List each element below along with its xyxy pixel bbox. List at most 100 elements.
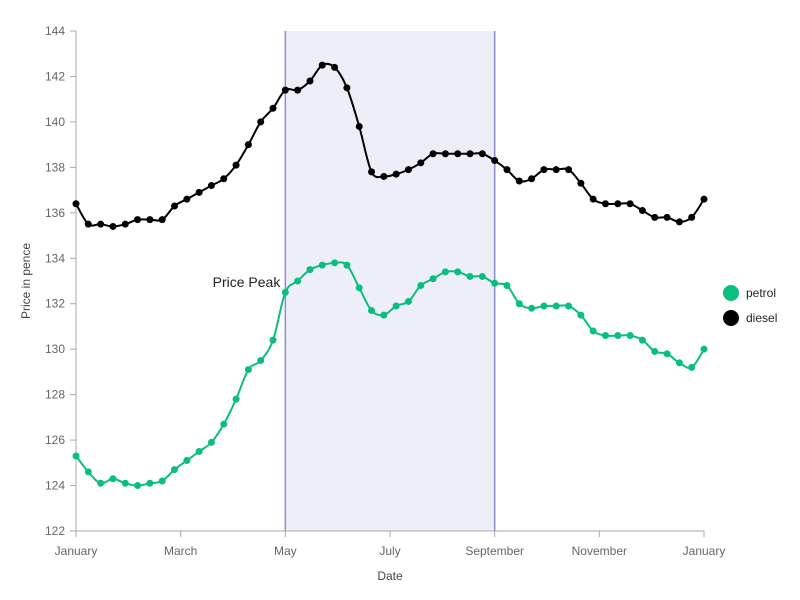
data-point-petrol[interactable] [355, 284, 363, 292]
data-point-diesel[interactable] [503, 166, 511, 174]
data-point-petrol[interactable] [417, 282, 425, 290]
data-point-petrol[interactable] [158, 477, 166, 485]
data-point-petrol[interactable] [688, 363, 696, 371]
data-point-petrol[interactable] [97, 479, 105, 487]
data-point-diesel[interactable] [651, 213, 659, 221]
data-point-diesel[interactable] [688, 213, 696, 221]
data-point-petrol[interactable] [220, 420, 228, 428]
data-point-diesel[interactable] [491, 157, 499, 165]
data-point-diesel[interactable] [565, 166, 573, 174]
data-point-diesel[interactable] [146, 216, 154, 224]
data-point-petrol[interactable] [663, 350, 671, 358]
data-point-diesel[interactable] [368, 168, 376, 176]
data-point-petrol[interactable] [675, 359, 683, 367]
data-point-petrol[interactable] [565, 302, 573, 310]
data-point-petrol[interactable] [306, 266, 314, 274]
data-point-diesel[interactable] [331, 63, 339, 71]
data-point-petrol[interactable] [577, 311, 585, 319]
data-point-diesel[interactable] [663, 213, 671, 221]
data-point-petrol[interactable] [478, 272, 486, 280]
data-point-petrol[interactable] [368, 307, 376, 315]
data-point-diesel[interactable] [220, 175, 228, 183]
data-point-petrol[interactable] [454, 268, 462, 276]
data-point-petrol[interactable] [589, 327, 597, 335]
data-point-diesel[interactable] [601, 200, 609, 208]
data-point-diesel[interactable] [380, 172, 388, 180]
data-point-petrol[interactable] [601, 332, 609, 340]
data-point-diesel[interactable] [528, 175, 536, 183]
data-point-petrol[interactable] [528, 304, 536, 312]
data-point-petrol[interactable] [134, 482, 142, 490]
data-point-diesel[interactable] [515, 177, 523, 185]
data-point-diesel[interactable] [429, 150, 437, 158]
data-point-petrol[interactable] [404, 297, 412, 305]
data-point-diesel[interactable] [318, 61, 326, 69]
data-point-diesel[interactable] [638, 207, 646, 215]
data-point-petrol[interactable] [515, 300, 523, 308]
data-point-diesel[interactable] [257, 118, 265, 126]
data-point-petrol[interactable] [380, 311, 388, 319]
data-point-diesel[interactable] [306, 77, 314, 85]
data-point-diesel[interactable] [552, 166, 560, 174]
data-point-petrol[interactable] [700, 345, 708, 353]
data-point-diesel[interactable] [281, 86, 289, 94]
data-point-petrol[interactable] [195, 447, 203, 455]
data-point-petrol[interactable] [257, 357, 265, 365]
legend-item-petrol[interactable]: petrol [723, 285, 776, 301]
data-point-petrol[interactable] [146, 479, 154, 487]
data-point-diesel[interactable] [183, 195, 191, 203]
data-point-petrol[interactable] [294, 277, 302, 285]
data-point-petrol[interactable] [540, 302, 548, 310]
data-point-diesel[interactable] [72, 200, 80, 208]
data-point-petrol[interactable] [651, 347, 659, 355]
data-point-diesel[interactable] [171, 202, 179, 210]
data-point-diesel[interactable] [355, 122, 363, 130]
data-point-petrol[interactable] [318, 261, 326, 269]
data-point-diesel[interactable] [232, 161, 240, 169]
data-point-petrol[interactable] [183, 457, 191, 465]
data-point-diesel[interactable] [577, 179, 585, 187]
data-point-diesel[interactable] [441, 150, 449, 158]
data-point-petrol[interactable] [429, 275, 437, 283]
data-point-diesel[interactable] [589, 195, 597, 203]
data-point-diesel[interactable] [158, 216, 166, 224]
data-point-diesel[interactable] [675, 218, 683, 226]
data-point-diesel[interactable] [404, 166, 412, 174]
data-point-petrol[interactable] [281, 288, 289, 296]
data-point-petrol[interactable] [171, 466, 179, 474]
data-point-diesel[interactable] [195, 188, 203, 196]
data-point-petrol[interactable] [331, 259, 339, 267]
data-point-petrol[interactable] [269, 336, 277, 344]
data-point-petrol[interactable] [72, 452, 80, 460]
data-point-diesel[interactable] [121, 220, 129, 228]
data-point-petrol[interactable] [343, 261, 351, 269]
data-point-diesel[interactable] [614, 200, 622, 208]
data-point-diesel[interactable] [269, 104, 277, 112]
data-point-diesel[interactable] [97, 220, 105, 228]
data-point-diesel[interactable] [134, 216, 142, 224]
data-point-petrol[interactable] [244, 366, 252, 374]
data-point-petrol[interactable] [503, 282, 511, 290]
data-point-diesel[interactable] [417, 159, 425, 167]
data-point-diesel[interactable] [626, 200, 634, 208]
data-point-diesel[interactable] [454, 150, 462, 158]
data-point-petrol[interactable] [84, 468, 92, 476]
data-point-diesel[interactable] [244, 141, 252, 149]
data-point-petrol[interactable] [121, 479, 129, 487]
data-point-diesel[interactable] [343, 84, 351, 92]
data-point-petrol[interactable] [466, 272, 474, 280]
data-point-diesel[interactable] [109, 222, 117, 230]
data-point-diesel[interactable] [392, 170, 400, 178]
data-point-petrol[interactable] [491, 279, 499, 287]
data-point-petrol[interactable] [207, 438, 215, 446]
data-point-petrol[interactable] [626, 332, 634, 340]
data-point-petrol[interactable] [552, 302, 560, 310]
data-point-petrol[interactable] [638, 336, 646, 344]
data-point-petrol[interactable] [441, 268, 449, 276]
data-point-petrol[interactable] [614, 332, 622, 340]
data-point-diesel[interactable] [700, 195, 708, 203]
data-point-petrol[interactable] [109, 475, 117, 483]
data-point-diesel[interactable] [466, 150, 474, 158]
data-point-diesel[interactable] [478, 150, 486, 158]
legend-item-diesel[interactable]: diesel [723, 310, 777, 326]
